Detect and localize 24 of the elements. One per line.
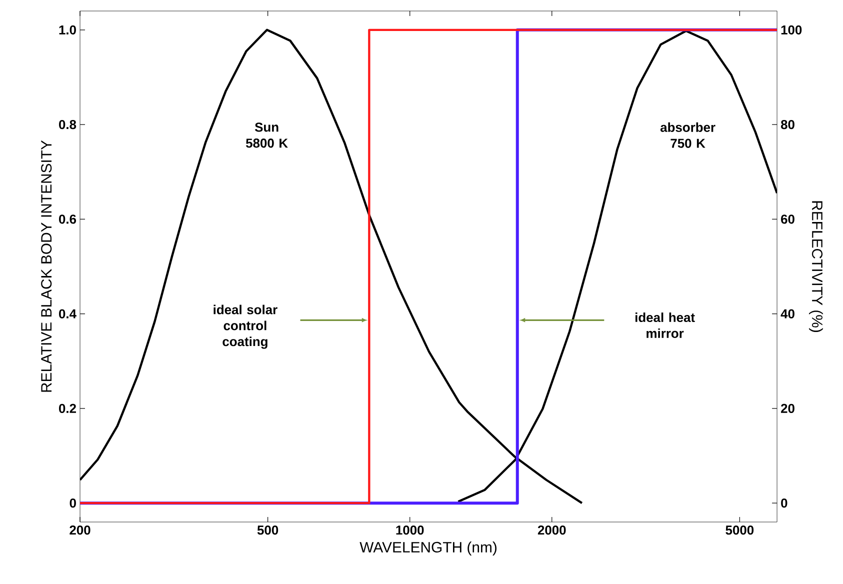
y-tick-label: 0.6 — [59, 214, 76, 224]
y2-tick-label: 20 — [781, 404, 794, 414]
x-axis-title: WAVELENGTH (nm) — [360, 542, 496, 556]
y-tick-label: 0.2 — [59, 404, 76, 414]
annotation: ideal solar control coating — [214, 304, 278, 349]
annotation: absorber 750 K — [660, 122, 716, 148]
y-tick-label: 1.0 — [59, 25, 76, 35]
x-tick-label: 1000 — [396, 526, 424, 535]
y-tick-label: 0.8 — [59, 120, 76, 130]
y2-tick-label: 0 — [781, 498, 788, 508]
annotation: Sun 5800 K — [246, 122, 288, 148]
y2-tick-label: 40 — [780, 309, 794, 318]
annotation: ideal heat mirror — [635, 312, 695, 338]
y2-tick-label: 80 — [780, 120, 794, 130]
y-axis-title: RELATIVE BLACK BODY INTENSITY — [41, 140, 52, 392]
y2-tick-label: 100 — [781, 25, 802, 35]
y2-axis-title: REFLECTIVITY (%) — [808, 201, 823, 332]
y2-tick-label: 60 — [781, 214, 794, 224]
y-tick-label: 0.4 — [59, 309, 76, 318]
x-tick-label: 500 — [257, 526, 278, 535]
x-tick-label: 200 — [70, 526, 90, 535]
y-tick-label: 0 — [70, 498, 76, 508]
x-tick-label: 5000 — [726, 526, 754, 535]
x-tick-label: 2000 — [538, 526, 566, 535]
